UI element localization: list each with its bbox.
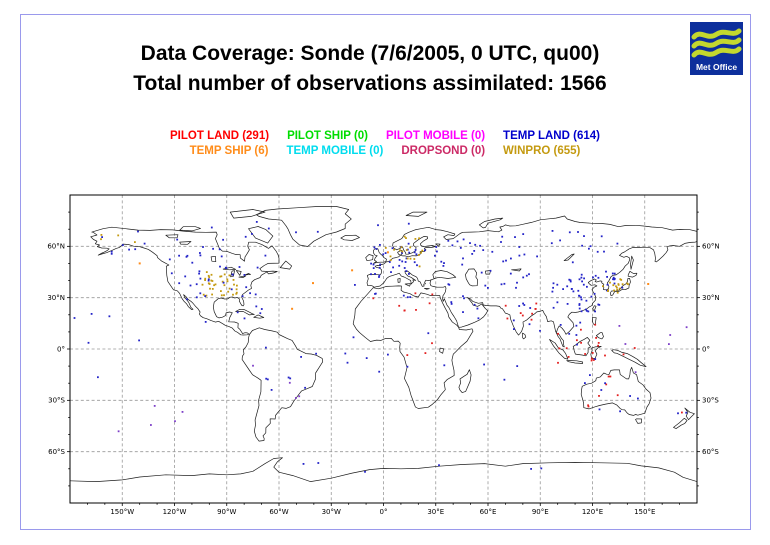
- coast-lake-erie: [238, 275, 247, 278]
- coast-newfoundland: [279, 260, 293, 270]
- coast-lake-winnipeg: [210, 255, 217, 263]
- coast-hispaniola: [253, 314, 265, 319]
- coast-crete: [424, 287, 430, 290]
- coast-baffin-island: [248, 226, 274, 244]
- legend-item-pilot-ship: PILOT SHIP (0): [287, 130, 369, 142]
- legend-item-temp-mobile: TEMP MOBILE (0): [286, 145, 384, 157]
- lon-tick-label: 120°W: [163, 508, 187, 516]
- lat-tick-label-right: 60°N: [702, 243, 720, 251]
- lat-tick-label-right: 0°: [702, 345, 710, 353]
- lon-tick-label: 150°E: [634, 508, 655, 516]
- map-frame: [69, 194, 698, 504]
- coast-new-zealand-south: [673, 417, 688, 429]
- legend-item-temp-land: TEMP LAND (614): [503, 130, 600, 142]
- coast-sicily: [404, 283, 411, 287]
- lat-tick-label-right: 30°N: [702, 294, 720, 302]
- title-line-1: Data Coverage: Sonde (7/6/2005, 0 UTC, q…: [140, 42, 600, 65]
- lon-tick-label: 60°E: [480, 508, 497, 516]
- coast-sulawesi: [590, 346, 602, 359]
- coast-taiwan: [592, 305, 597, 312]
- coast-great-slave-lake: [179, 241, 192, 245]
- coast-sardinia: [397, 278, 401, 283]
- coast-lake-balkhash: [511, 268, 522, 272]
- coast-tasmania: [635, 418, 642, 424]
- met-office-logo: Met Office: [690, 22, 743, 75]
- coast-sumatra: [549, 339, 569, 360]
- lat-tick-label-left: 0°: [57, 345, 65, 353]
- lat-tick-label-right: 60°S: [702, 448, 719, 456]
- coast-antarctica: [70, 457, 697, 482]
- coast-sri-lanka: [522, 332, 527, 340]
- logo-text: Met Office: [696, 62, 737, 72]
- legend-row: TEMP SHIP (6) TEMP MOBILE (0) DROPSOND (0)…: [0, 144, 770, 159]
- coast-hokkaido: [627, 270, 638, 278]
- legend-item-pilot-land: PILOT LAND (291): [170, 130, 270, 142]
- coast-victoria-island: [179, 226, 201, 232]
- coast-lake-michigan: [230, 270, 235, 278]
- world-map: 150°W 120°W 90°W 60°W 30°W 0° 30°E 60°E 90°E 120°…: [40, 185, 740, 525]
- coast-ireland: [365, 254, 374, 262]
- lat-tick-label-right: 30°S: [702, 397, 719, 405]
- coast-great-bear-lake: [165, 234, 179, 239]
- coast-eurasia: [366, 215, 697, 348]
- lon-tick-label: 120°E: [582, 508, 603, 516]
- coast-svalbard: [405, 211, 428, 217]
- coast-novaya-zemlya: [478, 217, 504, 229]
- coast-south-america: [241, 327, 324, 442]
- legend-item-temp-ship: TEMP SHIP (6): [189, 145, 269, 157]
- coast-lake-ladoga: [435, 243, 441, 247]
- coast-great-britain: [373, 248, 387, 264]
- lat-tick-label-left: 60°S: [48, 448, 65, 456]
- lat-tick-label-left: 60°N: [47, 243, 65, 251]
- legend: PILOT LAND (291) PILOT SHIP (0) PILOT MOBI…: [0, 129, 770, 159]
- lon-tick-label: 30°W: [322, 508, 341, 516]
- lon-tick-label: 90°E: [532, 508, 549, 516]
- lon-tick-label: 150°W: [110, 508, 134, 516]
- coast-new-guinea: [611, 349, 647, 367]
- map-canvas: 150°W 120°W 90°W 60°W 30°W 0° 30°E 60°E 90°E 120°…: [47, 194, 720, 516]
- coast-africa: [352, 285, 474, 409]
- legend-item-winpro: WINPRO (655): [503, 145, 581, 157]
- gridlines: [70, 195, 697, 503]
- coast-north-america: [90, 226, 280, 336]
- coast-mindanao: [595, 332, 604, 340]
- legend-item-dropsond: DROPSOND (0): [401, 145, 486, 157]
- coast-aral-sea: [485, 269, 491, 275]
- title-line-2: Total number of observations assimilated…: [133, 72, 607, 95]
- lon-tick-label: 30°E: [427, 508, 444, 516]
- coast-caspian-sea: [465, 268, 478, 287]
- logo-waves-icon: [691, 28, 742, 58]
- coast-ellesmere-island: [229, 209, 266, 219]
- lon-tick-label: 0°: [380, 508, 388, 516]
- coast-lake-victoria: [439, 347, 444, 354]
- coast-lake-huron: [235, 270, 242, 276]
- lat-tick-label-left: 30°S: [48, 397, 65, 405]
- coast-honshu: [609, 277, 631, 296]
- coast-australia: [580, 366, 652, 416]
- page-title: Data Coverage: Sonde (7/6/2005, 0 UTC, q…: [0, 39, 740, 99]
- coast-madagascar: [458, 369, 472, 393]
- coast-new-zealand-north: [684, 407, 695, 421]
- lon-tick-label: 90°W: [217, 508, 236, 516]
- coast-sakhalin: [630, 255, 634, 270]
- lat-tick-label-left: 30°N: [47, 294, 65, 302]
- coast-java: [566, 360, 584, 364]
- coast-lake-baikal: [563, 253, 575, 262]
- coast-lake-superior: [222, 266, 237, 271]
- coast-cuba: [235, 308, 255, 316]
- coast-greenland: [256, 206, 352, 247]
- legend-row: PILOT LAND (291) PILOT SHIP (0) PILOT MOBI…: [0, 129, 770, 144]
- coast-black-sea: [432, 270, 457, 279]
- legend-item-pilot-mobile: PILOT MOBILE (0): [386, 130, 486, 142]
- observation-points: [73, 221, 688, 473]
- met-office-logo-icon: Met Office: [690, 22, 743, 75]
- coast-lake-ontario: [244, 273, 251, 276]
- lon-tick-label: 60°W: [269, 508, 288, 516]
- axis-labels: 150°W 120°W 90°W 60°W 30°W 0° 30°E 60°E 90°E 120°…: [47, 243, 719, 516]
- coast-iceland: [340, 234, 360, 241]
- coast-borneo: [572, 337, 591, 357]
- coastlines: [70, 206, 697, 482]
